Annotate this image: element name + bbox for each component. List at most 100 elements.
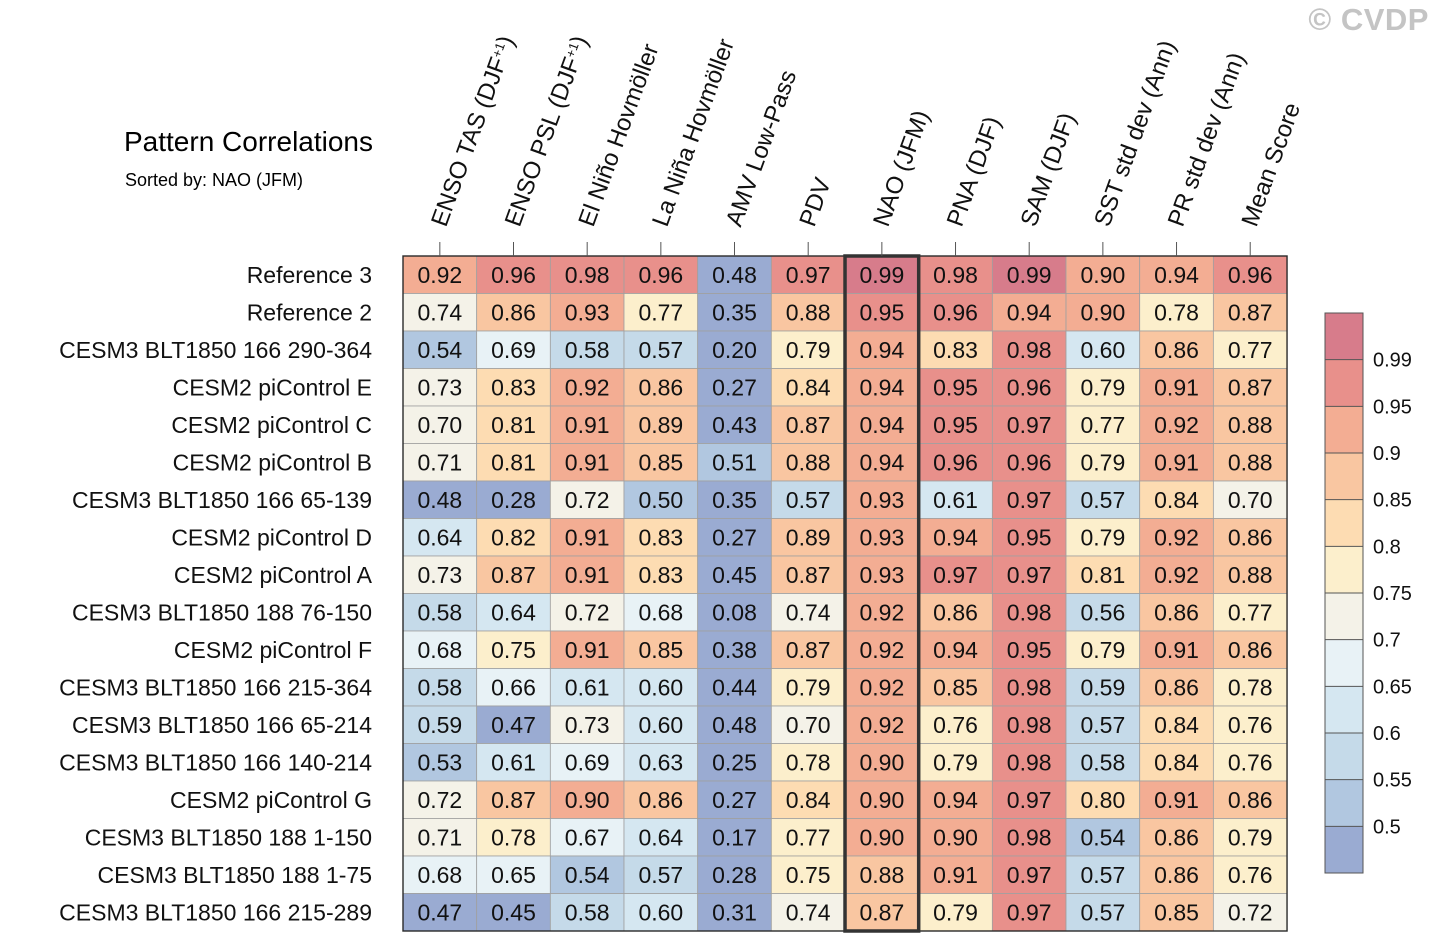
colorbar-swatch	[1325, 593, 1363, 640]
heatmap-cell	[991, 893, 1067, 932]
cell-value-label: 0.96	[491, 262, 536, 288]
heatmap-cell	[1212, 405, 1288, 444]
cell-value-label: 0.98	[1007, 824, 1052, 850]
heatmap-cell	[476, 443, 551, 482]
cell-value-label: 0.57	[1080, 487, 1125, 513]
heatmap-cell	[1212, 555, 1288, 594]
colorbar-border	[1324, 312, 1364, 874]
colorbar-swatch	[1325, 453, 1363, 500]
heatmap-cell	[770, 630, 846, 669]
heatmap-cell	[1139, 405, 1214, 444]
heatmap-cell	[1139, 668, 1214, 707]
cell-value-label: 0.77	[1228, 599, 1273, 625]
cell-value-label: 0.94	[933, 787, 978, 813]
cell-value-label: 0.79	[786, 674, 831, 700]
cell-value-label: 0.83	[638, 524, 683, 550]
cell-value-label: 0.35	[712, 487, 757, 513]
cell-value-label: 0.95	[933, 374, 978, 400]
column-label: Mean Score	[1236, 99, 1306, 230]
cell-value-label: 0.79	[1080, 524, 1125, 550]
cell-value-label: 0.84	[1154, 712, 1199, 738]
cell-value-label: 0.87	[491, 787, 536, 813]
cell-value-label: 0.54	[417, 337, 462, 363]
cell-value-label: 0.74	[786, 899, 831, 925]
cell-value-label: 0.84	[786, 787, 831, 813]
heatmap-cell	[991, 593, 1067, 632]
cell-value-label: 0.91	[933, 862, 978, 888]
cell-value-label: 0.85	[933, 674, 978, 700]
cell-value-label: 0.73	[565, 712, 610, 738]
heatmap-cell	[844, 593, 920, 632]
cell-value-label: 0.83	[933, 337, 978, 363]
heatmap-cell	[1139, 593, 1214, 632]
cell-value-label: 0.87	[786, 562, 831, 588]
cell-value-label: 0.92	[859, 637, 904, 663]
cell-value-label: 0.96	[638, 262, 683, 288]
cell-value-label: 0.86	[1228, 524, 1273, 550]
cell-value-label: 0.78	[1154, 299, 1199, 325]
row-label: CESM2 piControl A	[174, 562, 373, 588]
heatmap-cell	[991, 630, 1067, 669]
cell-value-label: 0.88	[786, 449, 831, 475]
cell-value-label: 0.76	[933, 712, 978, 738]
heatmap-cell	[844, 705, 920, 744]
cell-value-label: 0.87	[491, 562, 536, 588]
cell-value-label: 0.77	[1080, 412, 1125, 438]
cell-value-label: 0.67	[565, 824, 610, 850]
cell-value-label: 0.97	[1007, 899, 1052, 925]
heatmap-cell	[1212, 255, 1288, 294]
cell-value-label: 0.91	[1154, 787, 1199, 813]
cell-value-label: 0.94	[859, 337, 904, 363]
cell-value-label: 0.97	[1007, 562, 1052, 588]
cell-value-label: 0.60	[1080, 337, 1125, 363]
cell-value-label: 0.58	[565, 337, 610, 363]
cell-value-label: 0.83	[491, 374, 536, 400]
heatmap-cell	[1139, 818, 1214, 857]
row-label: CESM2 piControl G	[170, 787, 372, 813]
heatmap-cell	[844, 893, 920, 932]
cell-value-label: 0.57	[638, 862, 683, 888]
heatmap-cell	[476, 368, 551, 407]
cell-value-label: 0.79	[1080, 449, 1125, 475]
cell-value-label: 0.96	[933, 449, 978, 475]
cell-value-label: 0.25	[712, 749, 757, 775]
chart-subtitle: Sorted by: NAO (JFM)	[125, 170, 304, 190]
heatmap-cell	[844, 443, 920, 482]
cell-value-label: 0.56	[1080, 599, 1125, 625]
heatmap-cell	[402, 668, 478, 707]
colorbar-tick-label: 0.85	[1373, 490, 1412, 512]
cell-value-label: 0.31	[712, 899, 757, 925]
cell-value-label: 0.84	[786, 374, 831, 400]
heatmap-cell	[623, 855, 699, 894]
heatmap-cell	[402, 705, 478, 744]
row-label: CESM3 BLT1850 166 215-289	[59, 899, 372, 925]
cell-value-label: 0.77	[1228, 337, 1273, 363]
heatmap-cell	[844, 630, 920, 669]
heatmap-cell	[1139, 893, 1214, 932]
colorbar-swatch	[1325, 359, 1363, 407]
heatmap-cell	[1212, 518, 1288, 557]
heatmap-cell	[549, 893, 625, 932]
cell-value-label: 0.60	[638, 674, 683, 700]
cell-value-label: 0.80	[1080, 787, 1125, 813]
cell-value-label: 0.72	[1228, 899, 1273, 925]
cell-value-label: 0.97	[1007, 787, 1052, 813]
heatmap-cell	[1139, 780, 1214, 819]
cell-value-label: 0.79	[1080, 374, 1125, 400]
row-label: CESM2 piControl B	[173, 449, 372, 475]
heatmap-cell	[549, 743, 625, 782]
row-label: CESM3 BLT1850 188 1-150	[85, 824, 372, 850]
cell-value-label: 0.53	[417, 749, 462, 775]
cell-value-label: 0.98	[1007, 674, 1052, 700]
colorbar-swatch	[1325, 639, 1363, 687]
row-label: CESM2 piControl F	[174, 637, 372, 663]
heatmap-cell	[918, 443, 993, 482]
cell-value-label: 0.54	[565, 862, 610, 888]
colorbar-swatch	[1325, 499, 1363, 547]
heatmap-cell	[1065, 480, 1141, 519]
heatmap-cell	[770, 330, 846, 369]
cell-value-label: 0.98	[933, 262, 978, 288]
heatmap-cell	[844, 293, 920, 332]
column-label: NAO (JFM)	[868, 107, 935, 230]
cell-value-label: 0.96	[933, 299, 978, 325]
